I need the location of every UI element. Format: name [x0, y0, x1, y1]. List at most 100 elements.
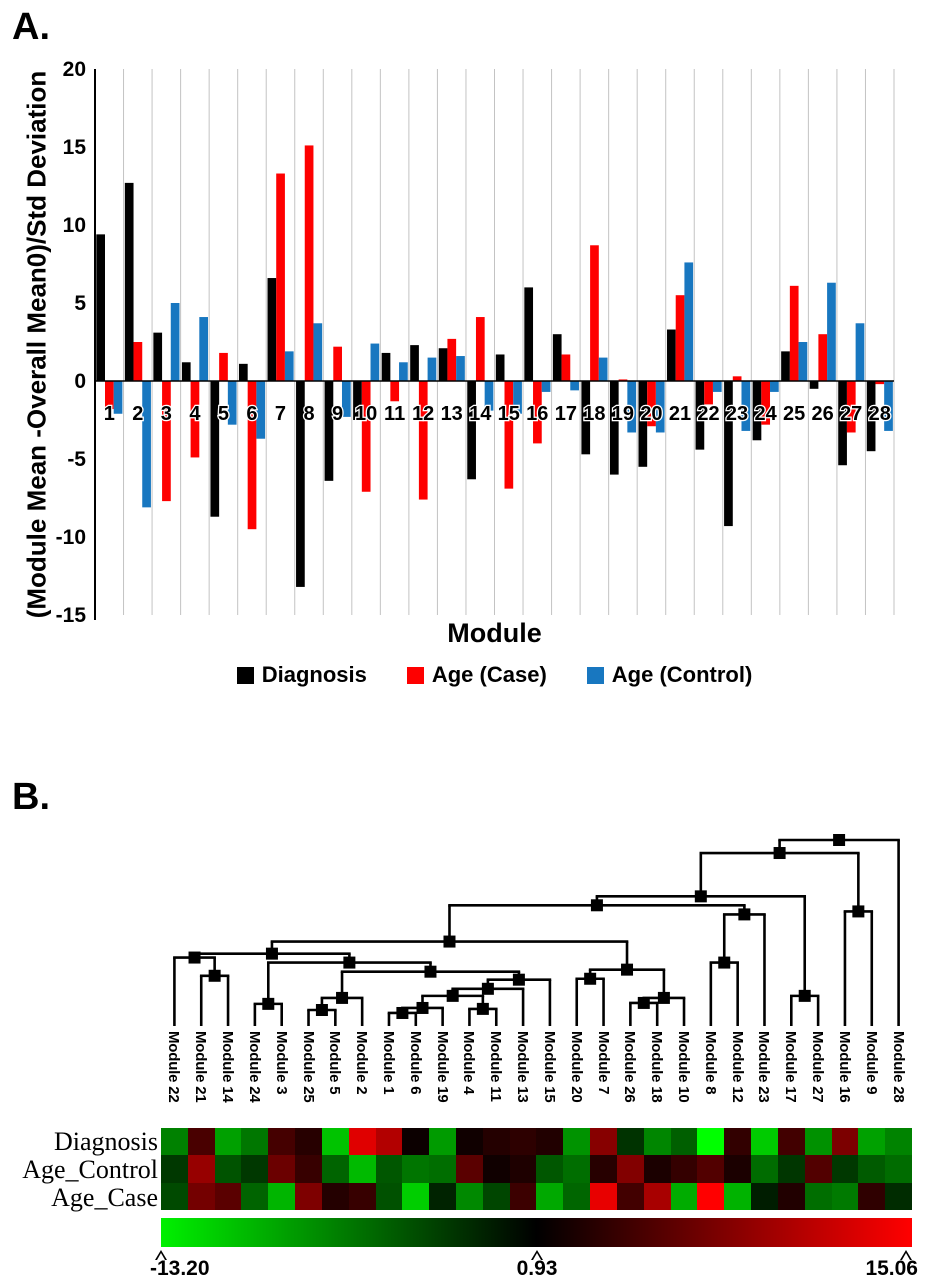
bar: [410, 345, 419, 381]
heatmap-cell: [697, 1155, 725, 1183]
x-category-label: 2: [132, 403, 143, 425]
heatmap-cell: [402, 1155, 430, 1183]
bar: [667, 329, 676, 381]
bar: [447, 338, 457, 381]
heatmap-cell: [268, 1155, 296, 1183]
bar: [267, 278, 277, 381]
heatmap-cell: [831, 1182, 859, 1210]
heatmap-cell: [563, 1182, 591, 1210]
legend-swatch-black: [236, 666, 254, 684]
heatmap-cell: [590, 1182, 617, 1210]
heatmap-cell: [348, 1128, 376, 1156]
heatmap-cell: [214, 1155, 242, 1183]
heatmap-cell: [724, 1155, 752, 1183]
bar: [162, 381, 171, 502]
heatmap-cell: [751, 1155, 778, 1183]
heatmap-cell: [616, 1182, 644, 1210]
bar: [247, 381, 257, 530]
leaf-label-module-15: Module 15: [540, 1031, 558, 1103]
panel-b-label: B.: [12, 776, 50, 818]
bar: [533, 381, 542, 444]
legend-swatch-red: [406, 666, 424, 684]
heatmap-cell: [214, 1182, 242, 1210]
heatmap-cell: [885, 1182, 912, 1210]
bar: [113, 381, 123, 414]
heatmap-row-age_case: [161, 1182, 912, 1210]
bar: [684, 262, 694, 381]
heatmap-cell: [456, 1155, 483, 1183]
leaf-label-module-22: Module 22: [165, 1031, 183, 1103]
x-category-label: 23: [726, 403, 748, 425]
leaf-label-module-19: Module 19: [433, 1031, 451, 1103]
y-tick-label: 20: [63, 58, 86, 81]
heatmap-cell: [456, 1128, 483, 1156]
x-category-label: 5: [218, 403, 229, 425]
leaf-label-module-13: Module 13: [514, 1031, 532, 1103]
y-tick-label: 0: [74, 370, 86, 393]
x-category-label: 4: [189, 403, 201, 425]
bar: [875, 381, 885, 385]
x-category-label: 1: [104, 403, 115, 425]
heatmap-cell: [697, 1182, 725, 1210]
bar: [370, 343, 380, 381]
bar: [390, 381, 400, 402]
bar: [199, 317, 209, 381]
heatmap-cell: [590, 1128, 617, 1156]
heatmap-cell: [402, 1128, 430, 1156]
heatmap-cell: [241, 1155, 269, 1183]
heatmap-cell: [885, 1128, 912, 1156]
bar: [609, 381, 619, 475]
leaf-label-module-7: Module 7: [594, 1031, 612, 1095]
x-category-label: 14: [469, 403, 492, 425]
legend-swatch-blue: [586, 666, 604, 684]
heatmap-cell: [804, 1182, 832, 1210]
heatmap-cell: [482, 1128, 510, 1156]
leaf-label-module-17: Module 17: [782, 1031, 800, 1103]
x-category-label: 11: [384, 403, 405, 425]
heatmap-cell: [321, 1155, 349, 1183]
bar: [570, 381, 579, 391]
heatmap-cell: [751, 1182, 778, 1210]
bar: [153, 332, 163, 381]
color-scale-bar: [161, 1218, 912, 1247]
heatmap-cell: [429, 1182, 457, 1210]
bar: [381, 352, 391, 381]
legend-item-age-control: Age (Control): [586, 662, 752, 688]
bar: [181, 362, 191, 381]
bar: [552, 334, 562, 381]
heatmap-row-label-diagnosis: Diagnosis: [54, 1127, 158, 1156]
x-axis-title: Module: [447, 618, 542, 648]
bar: [475, 317, 485, 381]
heatmap-cell: [321, 1128, 349, 1156]
heatmap-cell: [777, 1128, 805, 1156]
leaf-label-module-1: Module 1: [379, 1031, 397, 1095]
leaf-label-module-11: Module 11: [487, 1031, 505, 1102]
heatmap-cell: [348, 1155, 376, 1183]
x-category-label: 12: [412, 403, 434, 425]
y-tick-label: -5: [67, 448, 86, 471]
heatmap-cell: [643, 1182, 671, 1210]
heatmap-cell: [804, 1128, 832, 1156]
leaf-label-module-26: Module 26: [621, 1031, 639, 1103]
x-category-label: 25: [783, 403, 805, 425]
x-category-label: 27: [840, 403, 862, 425]
heatmap-cell: [509, 1182, 537, 1210]
leaf-label-module-5: Module 5: [326, 1031, 344, 1095]
bar: [581, 381, 591, 455]
x-category-label: 19: [612, 403, 634, 425]
leaf-label-module-16: Module 16: [835, 1031, 853, 1103]
bar: [789, 285, 799, 381]
scale-min-label: -13.20: [150, 1257, 210, 1280]
heatmap-cell: [563, 1155, 591, 1183]
x-category-label: 18: [583, 403, 605, 425]
heatmap-cell: [214, 1128, 242, 1156]
bar: [827, 282, 836, 381]
bar: [142, 381, 151, 508]
scale-min-marker-icon: [155, 1250, 167, 1260]
bar: [219, 352, 228, 381]
leaf-label-module-20: Module 20: [567, 1031, 585, 1103]
bar: [655, 381, 665, 433]
bar: [361, 381, 371, 492]
